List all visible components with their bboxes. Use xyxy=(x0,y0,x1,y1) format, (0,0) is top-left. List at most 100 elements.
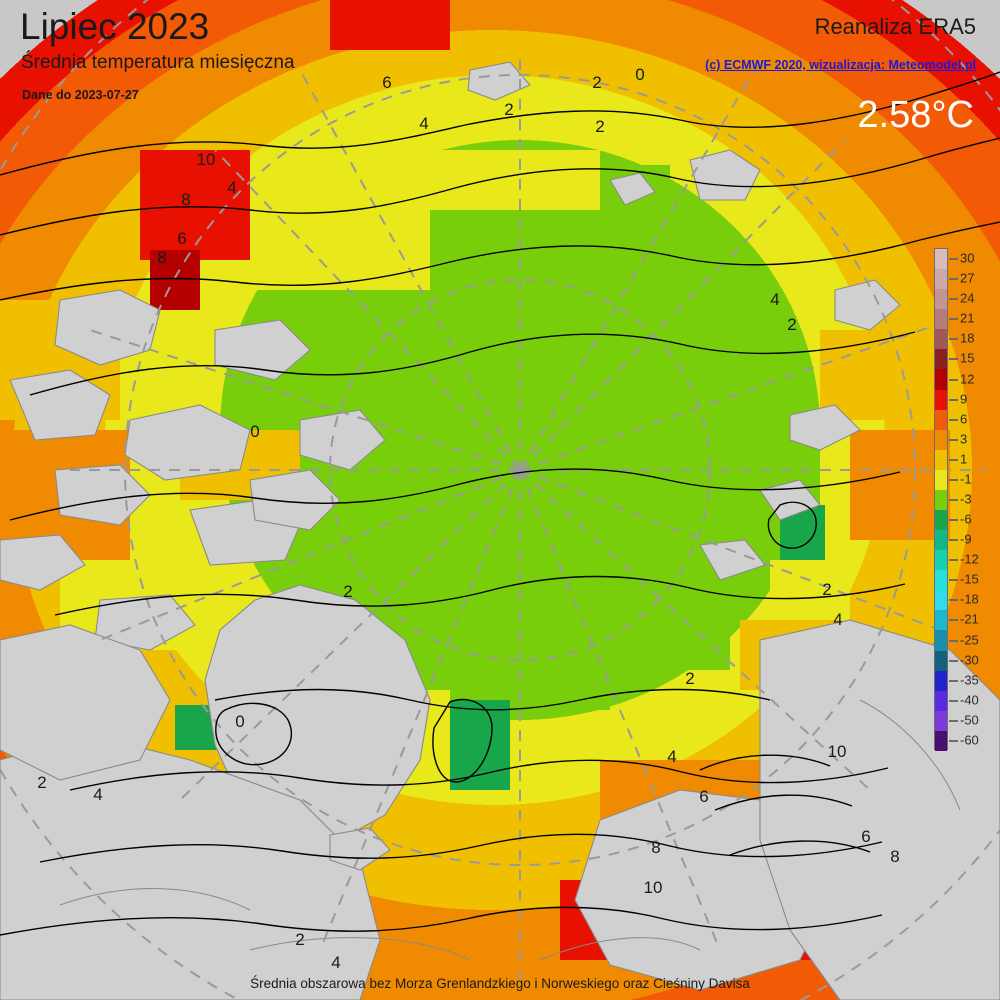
colorbar-tick xyxy=(949,739,958,742)
colorbar-band xyxy=(935,650,947,671)
colorbar-tick xyxy=(949,499,958,501)
contour-label: 6 xyxy=(861,827,870,846)
contour-label: 2 xyxy=(37,773,46,792)
contour-label: 4 xyxy=(93,785,102,804)
contour-label: 2 xyxy=(787,315,796,334)
contour-label: 4 xyxy=(833,610,842,629)
colorbar-tick xyxy=(949,519,958,522)
contour-label: 10 xyxy=(197,150,216,169)
colorbar-tick xyxy=(949,298,958,301)
model-name: Reanaliza ERA5 xyxy=(814,14,976,39)
colorbar-band xyxy=(935,269,947,290)
colorbar-tick xyxy=(949,398,958,401)
contour-label: 2 xyxy=(822,580,831,599)
contour-label: 6 xyxy=(699,787,708,806)
contour-label: 4 xyxy=(419,114,428,133)
contour-label: 4 xyxy=(331,953,340,972)
colorbar-band xyxy=(935,369,947,390)
contour-layer xyxy=(0,71,1000,936)
colorbar-band xyxy=(935,690,947,711)
colorbar-tick xyxy=(949,559,958,562)
colorbar-tick xyxy=(949,378,958,381)
colorbar-tick-label: 15 xyxy=(960,350,975,366)
colorbar-tick xyxy=(949,358,958,361)
contour-label: 0 xyxy=(235,712,244,731)
contour-label: 4 xyxy=(667,747,676,766)
colorbar-band xyxy=(935,449,947,470)
colorbar-band xyxy=(935,550,947,571)
colorbar-tick xyxy=(949,639,958,642)
contour-label: 6 xyxy=(177,229,186,248)
colorbar-band xyxy=(935,590,947,611)
colorbar-tick-label: 30 xyxy=(960,250,975,266)
colorbar-tick-label: -50 xyxy=(960,712,979,728)
colorbar-gradient xyxy=(934,248,948,751)
contour-label: 4 xyxy=(770,290,779,309)
colorbar-band xyxy=(935,329,947,350)
credit-link[interactable]: (c) ECMWF 2020, wizualizacja: Meteomodel… xyxy=(705,58,976,72)
colorbar-tick xyxy=(949,619,958,622)
colorbar-tick-label: 1 xyxy=(960,451,968,467)
colorbar-tick xyxy=(949,278,958,281)
contour-label: 10 xyxy=(644,878,663,897)
contour-label: 8 xyxy=(890,847,899,866)
colorbar-tick-label: -21 xyxy=(960,611,979,627)
colorbar-tick xyxy=(949,338,958,341)
contour-label: 10 xyxy=(828,742,847,761)
colorbar-tick-label: -30 xyxy=(960,652,979,668)
contour-label: 2 xyxy=(343,582,352,601)
colorbar-tick-label: 3 xyxy=(960,431,968,447)
colorbar-tick-label: -12 xyxy=(960,551,979,567)
colorbar-tick-label: 12 xyxy=(960,371,975,387)
contour-label: 2 xyxy=(595,117,604,136)
colorbar-band xyxy=(935,570,947,591)
colorbar-tick-label: -15 xyxy=(960,571,979,587)
contour-label: 6 xyxy=(382,73,391,92)
colorbar-band xyxy=(935,630,947,651)
colorbar-tick-label: 27 xyxy=(960,270,975,286)
colorbar-tick-label: -35 xyxy=(960,672,979,688)
colorbar-tick xyxy=(949,599,958,602)
colorbar-tick-label: -6 xyxy=(960,511,972,527)
colorbar-tick-label: -60 xyxy=(960,732,979,748)
footer-note: Średnia obszarowa bez Morza Grenlandzkie… xyxy=(250,976,750,991)
colorbar-tick xyxy=(949,438,958,441)
colorbar-tick-label: 9 xyxy=(960,391,968,407)
colorbar-band xyxy=(935,510,947,531)
contour-label: 2 xyxy=(295,930,304,949)
colorbar-tick xyxy=(949,318,958,321)
colorbar-band xyxy=(935,730,947,751)
colorbar-tick-label: -25 xyxy=(960,632,979,648)
contour-label: 2 xyxy=(592,73,601,92)
contour-label: 8 xyxy=(157,248,166,267)
colorbar-tick xyxy=(949,719,958,722)
colorbar-band xyxy=(935,309,947,330)
colorbar-tick xyxy=(949,699,958,702)
colorbar-tick xyxy=(949,418,958,421)
coastline-layer xyxy=(59,699,961,961)
colorbar-tick xyxy=(949,679,958,682)
data-date-note: Dane do 2023-07-27 xyxy=(22,88,139,102)
colorbar-tick-label: -9 xyxy=(960,531,972,547)
contour-label: 4 xyxy=(227,178,236,197)
colorbar-tick-label: 6 xyxy=(960,411,968,427)
colorbar-tick xyxy=(949,659,958,662)
page-title: Lipiec 2023 xyxy=(20,6,210,47)
colorbar-tick xyxy=(949,539,958,542)
temperature-colorbar: 30 27 24 21 18 15 12 9 6 3 1 -1 -3 -6 -9 -12 -15 -18 -21 -2… xyxy=(934,248,996,753)
colorbar-band xyxy=(935,389,947,410)
colorbar-tick-label: -1 xyxy=(960,471,972,487)
colorbar-tick-label: 21 xyxy=(960,310,975,326)
colorbar-tick xyxy=(949,258,958,261)
colorbar-band xyxy=(935,429,947,450)
area-mean-value: 2.58°C xyxy=(857,94,974,136)
colorbar-tick-label: -40 xyxy=(960,692,979,708)
colorbar-band xyxy=(935,289,947,310)
colorbar-tick xyxy=(949,579,958,582)
colorbar-tick xyxy=(949,478,958,481)
contour-label: 2 xyxy=(685,669,694,688)
colorbar-tick xyxy=(949,458,958,461)
